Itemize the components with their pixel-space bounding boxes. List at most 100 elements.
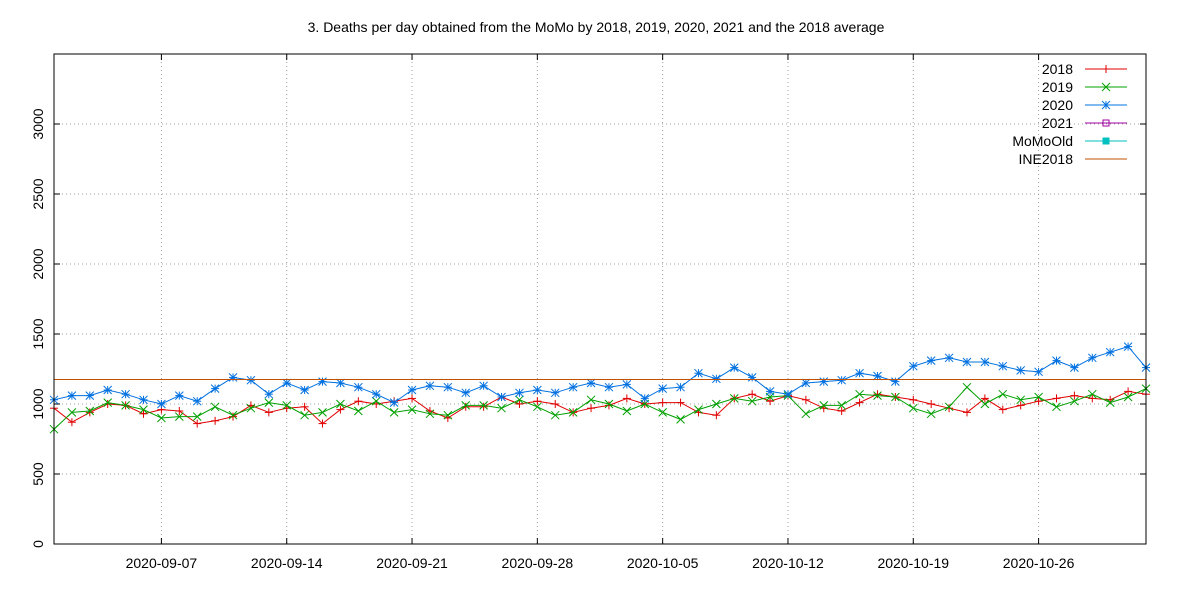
data-point — [353, 382, 363, 392]
data-point — [676, 398, 685, 407]
data-point — [694, 368, 703, 378]
data-point — [1088, 394, 1097, 403]
data-point — [1052, 356, 1061, 365]
data-point — [85, 406, 95, 416]
data-point — [783, 389, 793, 399]
legend-item: INE2018 — [1019, 151, 1127, 167]
data-point — [765, 387, 775, 396]
data-point — [801, 409, 811, 419]
y-tick-label: 0 — [30, 540, 46, 548]
data-point — [443, 382, 453, 392]
data-point — [926, 409, 936, 419]
data-point — [998, 405, 1007, 414]
plot-frame — [53, 53, 1147, 545]
data-point — [658, 384, 668, 393]
data-point — [1016, 395, 1026, 405]
data-point — [998, 389, 1008, 399]
data-point — [532, 385, 542, 395]
data-point — [908, 361, 918, 371]
series-line — [53, 346, 1147, 405]
data-point — [157, 399, 166, 409]
data-point — [229, 412, 238, 421]
data-point — [748, 390, 757, 399]
data-point — [353, 406, 363, 416]
data-point — [533, 397, 542, 406]
data-point — [174, 391, 184, 400]
data-point — [318, 408, 327, 417]
grid — [54, 54, 1146, 544]
data-point — [1123, 392, 1133, 402]
data-point — [944, 353, 954, 363]
data-point — [192, 412, 202, 421]
legend: 2018 2019 2020 2021 MoMoOld INE2018 — [1012, 61, 1127, 167]
data-point — [282, 378, 292, 388]
data-point — [658, 398, 667, 407]
data-point — [282, 401, 292, 410]
data-point — [1123, 342, 1133, 351]
x-tick-label: 2020-09-21 — [376, 555, 448, 571]
data-point — [264, 408, 273, 417]
x-tick-label: 2020-09-14 — [251, 555, 323, 571]
data-point — [1087, 353, 1097, 363]
data-point — [1101, 82, 1111, 92]
data-point — [1016, 366, 1026, 375]
data-point — [389, 398, 399, 407]
data-point — [747, 373, 757, 382]
legend-label: 2020 — [1042, 97, 1073, 113]
y-tick-label: 1500 — [30, 318, 46, 349]
data-point — [980, 394, 989, 403]
data-point — [479, 381, 488, 391]
data-point — [300, 410, 309, 420]
data-point — [622, 394, 631, 403]
data-point — [264, 398, 274, 407]
legend-label: 2019 — [1042, 79, 1073, 95]
data-point — [192, 396, 202, 406]
data-point — [407, 405, 417, 414]
y-tick-label: 2500 — [30, 178, 46, 209]
data-point — [927, 400, 936, 408]
data-point — [729, 363, 739, 372]
data-point — [85, 391, 95, 400]
data-point — [228, 410, 238, 420]
data-point — [1101, 100, 1111, 110]
data-point — [515, 400, 524, 408]
data-point — [1070, 363, 1079, 372]
data-point — [837, 375, 847, 385]
legend-label: 2021 — [1042, 115, 1073, 131]
data-point — [174, 412, 184, 421]
data-point — [712, 411, 721, 420]
data-point — [891, 377, 900, 386]
data-point — [1052, 402, 1061, 412]
data-point — [962, 408, 971, 417]
series-line — [53, 386, 1147, 430]
data-point — [837, 401, 847, 410]
series-group — [49, 342, 1151, 434]
data-point — [766, 397, 775, 406]
data-point — [747, 396, 757, 406]
data-point — [998, 361, 1008, 371]
data-point — [497, 392, 506, 402]
data-point — [587, 404, 596, 413]
data-point — [371, 396, 381, 406]
data-point — [1102, 119, 1110, 127]
data-point — [712, 399, 721, 409]
data-point — [819, 401, 829, 410]
data-point — [926, 356, 936, 365]
data-point — [801, 395, 810, 404]
data-point — [676, 382, 685, 392]
data-point — [1124, 387, 1133, 396]
legend-item: 2020 — [1042, 97, 1127, 113]
data-point — [67, 408, 77, 417]
data-point — [371, 389, 381, 399]
y-tick-label: 3000 — [30, 108, 46, 139]
data-point — [962, 357, 972, 367]
data-point — [873, 371, 882, 381]
data-point — [855, 398, 864, 407]
data-point — [246, 375, 256, 385]
data-point — [139, 395, 148, 405]
x-tick-label: 2020-10-26 — [1003, 555, 1075, 571]
data-point — [157, 413, 166, 423]
data-point — [1052, 394, 1061, 403]
data-point — [175, 407, 184, 415]
data-point — [622, 380, 632, 389]
